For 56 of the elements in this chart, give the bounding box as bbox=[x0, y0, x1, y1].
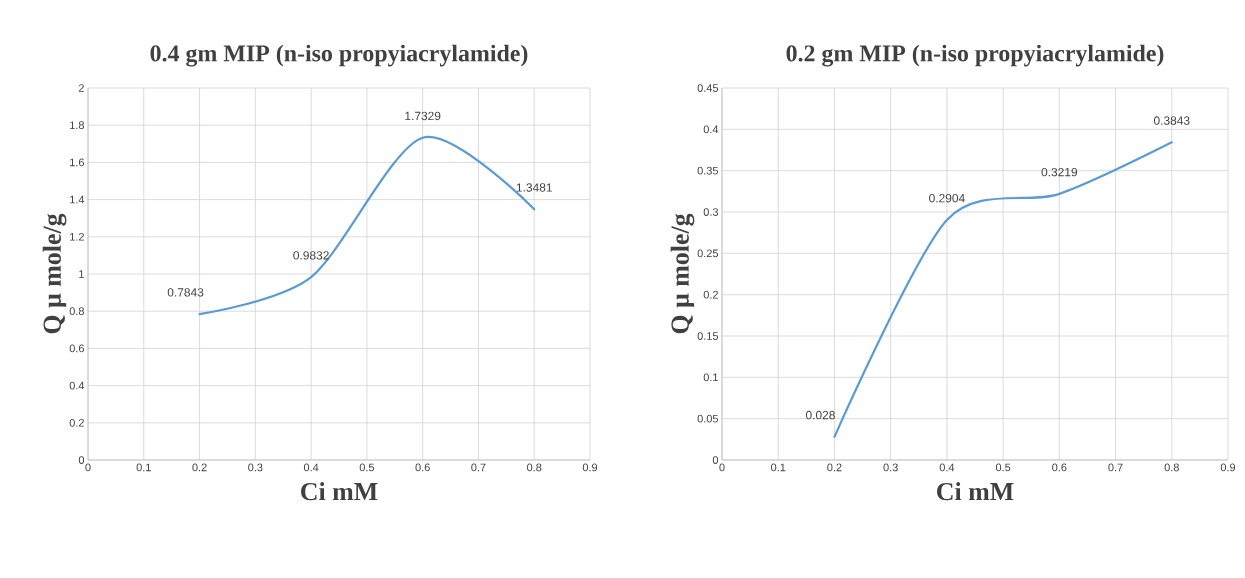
x-tick-label: 0.7 bbox=[471, 463, 486, 472]
data-label: 0.2904 bbox=[929, 193, 965, 203]
x-tick-label: 0 bbox=[719, 463, 725, 472]
chart-title: 0.2 gm MIP (n-iso propyiacrylamide) bbox=[786, 44, 1164, 67]
x-tick-label: 0.1 bbox=[136, 463, 151, 472]
chart-title: 0.4 gm MIP (n-iso propyiacrylamide) bbox=[150, 44, 528, 67]
x-tick-label: 0.6 bbox=[415, 463, 430, 472]
y-axis-title: Q μ mole/g bbox=[670, 213, 695, 334]
y-tick-label: 0.2 bbox=[703, 290, 718, 299]
y-tick-label: 1 bbox=[79, 270, 84, 278]
y-tick-label: 0.35 bbox=[697, 166, 719, 175]
y-tick-label: 1.8 bbox=[70, 121, 84, 130]
x-tick-label: 0.5 bbox=[359, 463, 375, 472]
x-tick-label: 0.3 bbox=[248, 463, 263, 472]
x-tick-label: 0.8 bbox=[1164, 463, 1179, 472]
x-tick-label: 0.7 bbox=[1108, 463, 1123, 472]
y-tick-label: 0.4 bbox=[703, 125, 719, 134]
y-tick-label: 1.6 bbox=[70, 158, 84, 167]
x-tick-label: 0.4 bbox=[303, 463, 319, 472]
data-label: 0.7843 bbox=[167, 288, 204, 297]
data-label: 1.3481 bbox=[516, 183, 552, 192]
x-tick-label: 0.6 bbox=[1052, 463, 1067, 472]
y-tick-label: 0.3 bbox=[703, 208, 718, 216]
x-tick-label: 0.2 bbox=[192, 463, 207, 472]
y-tick-label: 1.2 bbox=[70, 232, 84, 241]
y-tick-label: 0 bbox=[78, 456, 85, 464]
y-tick-label: 0.25 bbox=[697, 249, 719, 258]
y-tick-label: 2 bbox=[78, 84, 84, 92]
x-axis-title: Ci mM bbox=[937, 482, 1014, 501]
y-tick-label: 0.1 bbox=[703, 373, 718, 382]
x-axis-title: Ci mM bbox=[301, 482, 378, 501]
y-tick-label: 0.45 bbox=[697, 84, 719, 92]
x-tick-label: 0.2 bbox=[827, 463, 842, 472]
x-tick-label: 0.4 bbox=[939, 463, 955, 472]
y-tick-label: 0.15 bbox=[697, 332, 719, 340]
x-tick-label: 0.3 bbox=[883, 463, 898, 472]
data-label: 0.028 bbox=[805, 410, 835, 420]
line-series bbox=[833, 141, 1173, 438]
data-label: 0.3843 bbox=[1153, 116, 1190, 125]
x-tick-label: 0.1 bbox=[771, 463, 786, 472]
data-label: 0.3219 bbox=[1041, 167, 1078, 177]
x-tick-label: 0.9 bbox=[1220, 463, 1236, 472]
y-tick-label: 0.05 bbox=[697, 414, 719, 423]
data-label: 1.7329 bbox=[405, 111, 441, 121]
x-tick-label: 0.5 bbox=[995, 463, 1011, 472]
y-tick-label: 0.2 bbox=[69, 418, 84, 427]
x-tick-label: 0.9 bbox=[582, 463, 598, 472]
y-tick-label: 0 bbox=[712, 456, 719, 464]
data-label: 0.9832 bbox=[293, 251, 329, 260]
y-tick-label: 0.4 bbox=[69, 381, 85, 390]
y-tick-label: 1.4 bbox=[70, 195, 85, 204]
y-tick-label: 0.8 bbox=[69, 307, 84, 316]
y-tick-label: 0.6 bbox=[69, 344, 84, 353]
x-tick-label: 0 bbox=[85, 463, 91, 472]
y-axis-title: Q μ mole/g bbox=[42, 213, 67, 334]
x-tick-label: 0.8 bbox=[527, 463, 542, 472]
